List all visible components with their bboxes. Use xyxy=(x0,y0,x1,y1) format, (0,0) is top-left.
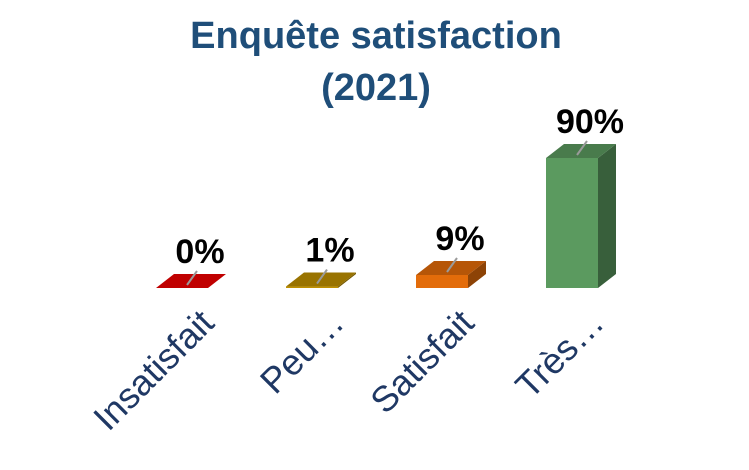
data-label-0: 0% xyxy=(175,233,224,271)
leader-line-3 xyxy=(576,140,588,156)
bar-front-3 xyxy=(546,158,598,288)
bar-side-3 xyxy=(598,144,616,288)
bar-side-2 xyxy=(468,261,486,288)
chart-subtitle: (2021) xyxy=(321,67,431,109)
category-label-1: Peu… xyxy=(252,302,352,402)
data-label-2: 9% xyxy=(435,220,484,258)
category-label-3: Très… xyxy=(507,302,611,406)
leader-line-0 xyxy=(186,270,198,286)
leader-line-2 xyxy=(446,257,458,273)
leader-line-1 xyxy=(316,268,328,285)
chart-title: Enquête satisfaction xyxy=(190,15,562,57)
bars-group: 0% Insatisfait 1% Peu… 9% Satisfait 90% Très… xyxy=(85,103,624,438)
bar-front-1 xyxy=(286,286,338,288)
bar-front-2 xyxy=(416,275,468,288)
category-label-2: Satisfait xyxy=(362,302,482,422)
data-label-3: 90% xyxy=(556,103,624,141)
bar-side-1 xyxy=(338,272,356,288)
category-label-0: Insatisfait xyxy=(85,302,222,439)
data-label-1: 1% xyxy=(305,232,354,270)
